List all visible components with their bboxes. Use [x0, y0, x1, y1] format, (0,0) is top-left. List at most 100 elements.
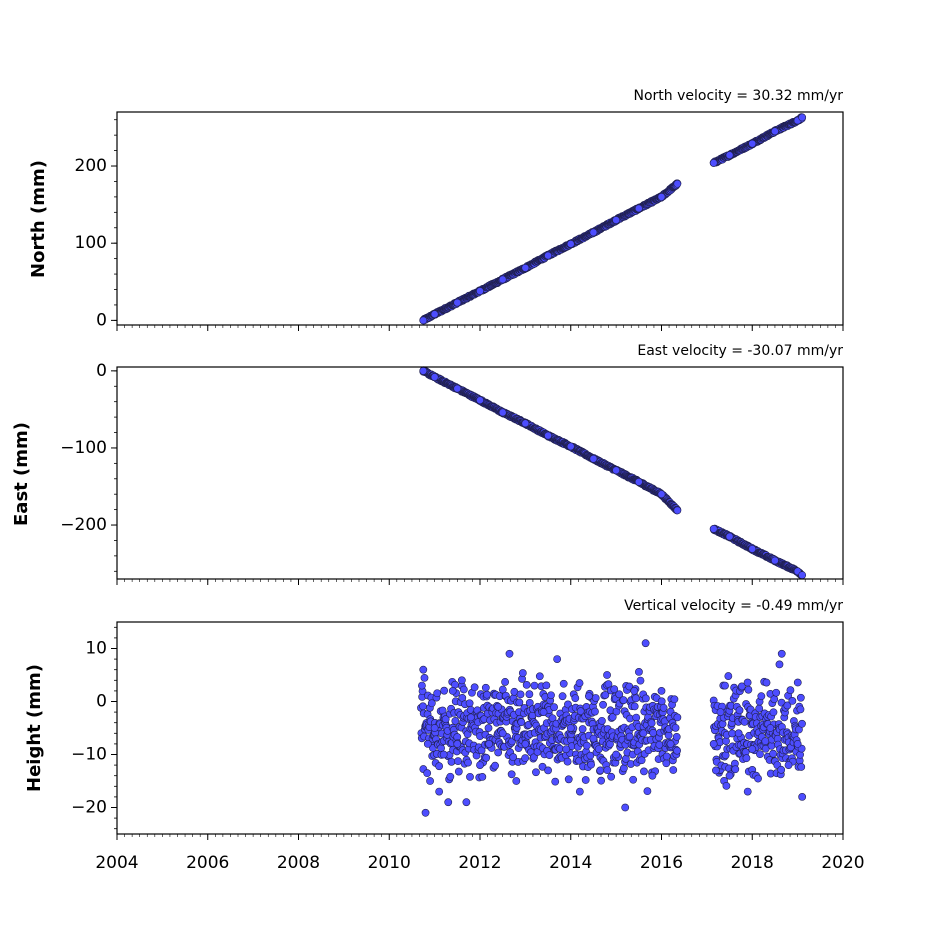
east-point	[430, 373, 439, 381]
height-point	[457, 676, 466, 685]
east-point	[673, 506, 682, 515]
x-tick-label: 2018	[731, 853, 774, 873]
height-point	[769, 749, 777, 758]
height-point	[494, 748, 503, 757]
height-point	[545, 751, 554, 759]
height-point	[631, 694, 640, 703]
north-point	[657, 192, 666, 201]
height-panel: 10 0 −10 −20 Height (mm) Vertical velocity …	[24, 598, 844, 840]
height-point	[712, 766, 720, 775]
height-point	[482, 753, 491, 762]
height-point	[522, 681, 531, 689]
east-point	[748, 545, 757, 553]
height-point	[735, 706, 744, 715]
height-point	[662, 759, 671, 768]
height-point	[507, 770, 516, 779]
x-tick-label: 2010	[368, 853, 411, 873]
height-point	[603, 671, 611, 679]
height-point	[505, 649, 514, 658]
height-point	[612, 750, 621, 759]
height-point	[439, 750, 448, 759]
height-point	[440, 686, 449, 695]
height-point	[498, 729, 507, 738]
east-marks	[419, 366, 807, 580]
east-point	[521, 419, 530, 428]
east-point	[498, 408, 507, 417]
height-point	[793, 678, 802, 687]
north-point	[453, 298, 462, 307]
height-point	[562, 745, 571, 754]
east-point	[612, 466, 621, 475]
height-point	[621, 803, 630, 812]
north-y-tick-label: 200	[75, 156, 107, 176]
x-tick-label: 2020	[821, 853, 864, 873]
height-point	[740, 717, 749, 726]
north-point	[521, 263, 530, 272]
height-point	[597, 716, 606, 725]
height-y-tick-label: 0	[96, 692, 107, 712]
height-point	[498, 685, 507, 694]
height-point	[451, 717, 460, 725]
height-point	[601, 691, 610, 699]
north-point	[725, 151, 734, 160]
height-point	[550, 703, 558, 712]
x-tick-label: 2014	[549, 853, 592, 873]
height-point	[485, 740, 493, 748]
height-point	[566, 724, 575, 732]
north-point	[589, 228, 598, 237]
height-point	[571, 694, 580, 703]
height-point	[467, 713, 475, 722]
north-y-tick-label: 100	[75, 233, 107, 253]
height-point	[476, 761, 484, 769]
height-plot-frame	[116, 621, 844, 835]
height-point	[433, 689, 442, 698]
height-point	[419, 702, 427, 711]
height-point	[518, 669, 527, 677]
height-point	[512, 777, 521, 785]
height-point	[594, 745, 603, 754]
north-panel: 0 100 200 North (mm) North velocity = 30.3…	[28, 88, 844, 331]
x-tick-labels: 2004 2006 2008 2010 2012 2014 2016 2018 2020	[95, 853, 864, 873]
east-point	[419, 366, 428, 375]
height-point	[481, 683, 490, 692]
height-point	[553, 655, 562, 663]
north-velocity-annotation: North velocity = 30.32 mm/yr	[633, 88, 843, 104]
height-point	[615, 690, 624, 699]
height-point	[420, 673, 429, 682]
height-y-tick-label: 10	[85, 639, 107, 659]
height-point	[784, 761, 793, 769]
north-plot-frame	[116, 111, 844, 326]
height-point	[786, 686, 795, 695]
north-point	[748, 139, 757, 148]
height-point	[748, 745, 757, 754]
height-point	[582, 741, 591, 750]
height-point	[525, 698, 534, 707]
east-y-ticks: 0 −100 −200	[60, 361, 117, 572]
east-plot-frame	[116, 366, 844, 580]
north-point	[673, 179, 682, 188]
height-point	[435, 787, 444, 796]
height-point	[671, 723, 680, 732]
height-point	[629, 775, 638, 784]
height-point	[757, 692, 766, 701]
east-y-tick-label: −200	[60, 515, 107, 535]
height-point	[448, 687, 457, 695]
height-point	[709, 740, 718, 748]
east-panel: 0 −100 −200 East (mm) East velocity = -30.…	[11, 343, 844, 585]
height-point	[762, 678, 771, 687]
height-point	[459, 685, 468, 694]
height-point	[796, 693, 805, 702]
north-marks	[419, 113, 807, 325]
height-point	[544, 766, 552, 775]
height-point	[563, 757, 572, 766]
east-point	[798, 571, 807, 580]
height-point	[673, 746, 682, 755]
height-point	[673, 713, 682, 722]
height-point	[637, 756, 646, 765]
height-point	[454, 757, 462, 766]
height-point	[484, 724, 493, 732]
height-point	[619, 696, 628, 705]
height-y-tick-label: −10	[71, 745, 107, 765]
east-point	[657, 490, 666, 499]
